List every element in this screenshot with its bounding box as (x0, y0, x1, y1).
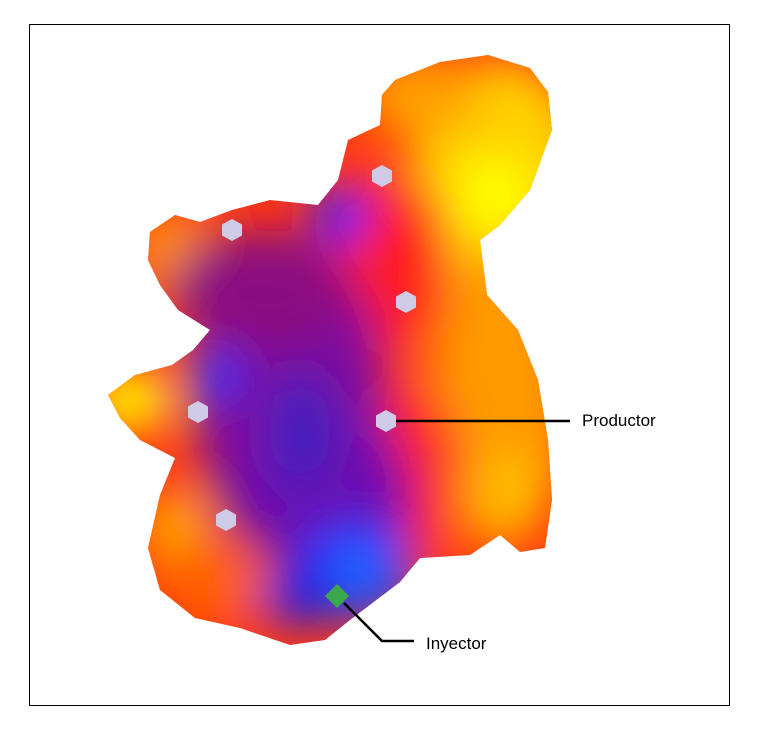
producer-well-6 (216, 509, 236, 531)
producer-well-5 (376, 410, 396, 432)
productor-label: Productor (582, 411, 656, 430)
producer-well-4 (188, 401, 208, 423)
producer-well-2 (222, 219, 242, 241)
inyector-label: Inyector (426, 634, 487, 653)
producer-well-3 (396, 291, 416, 313)
inyector-leader-line (343, 602, 414, 643)
property-field (108, 55, 552, 645)
injector-well (325, 584, 349, 608)
producer-well-1 (372, 165, 392, 187)
